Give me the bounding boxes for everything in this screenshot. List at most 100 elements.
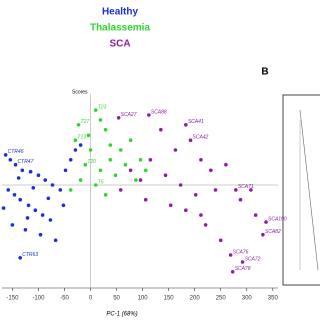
point: [199, 213, 203, 217]
legend-entry: Healthy: [102, 7, 139, 18]
point: [230, 270, 235, 274]
panel-b-line: [299, 109, 319, 271]
point: [78, 143, 83, 147]
x-tick-label: 150: [164, 296, 175, 302]
point: [138, 178, 143, 182]
point: [68, 188, 73, 192]
point: [159, 127, 163, 132]
point-label: SCA72: [245, 256, 261, 262]
point: [178, 183, 183, 187]
point: [58, 188, 63, 192]
point-label: SCA78: [235, 266, 251, 272]
point: [18, 197, 23, 202]
x-tick-label: 200: [190, 296, 201, 302]
point: [43, 178, 48, 182]
point: [224, 162, 228, 167]
point-label: SCA27: [121, 112, 137, 118]
point: [108, 143, 113, 147]
point: [261, 232, 265, 237]
point: [98, 118, 103, 122]
x-tick-label: 300: [242, 296, 253, 302]
point: [86, 133, 91, 138]
point: [53, 238, 58, 243]
x-tick-label: 350: [268, 296, 279, 302]
point-label: T27: [81, 119, 90, 125]
point-label: CTR46: [8, 149, 24, 155]
point-label: SCA41: [188, 119, 204, 125]
point: [93, 183, 98, 187]
point-label: CTR63: [22, 252, 38, 258]
point-label: T5: [98, 179, 104, 185]
x-tick-label: -150: [6, 296, 19, 302]
point: [31, 186, 36, 190]
point-label: SCA42: [193, 135, 209, 141]
point: [13, 162, 18, 167]
point: [209, 168, 213, 173]
x-tick-label: 250: [216, 296, 227, 302]
point: [163, 173, 168, 177]
point: [28, 169, 33, 174]
point: [50, 183, 55, 187]
x-axis-label: PC-1 (68%): [106, 312, 137, 318]
point: [218, 238, 223, 243]
point: [73, 138, 78, 142]
point: [12, 193, 17, 197]
point-label: SCA76: [233, 249, 249, 255]
point-label: SCA88: [151, 109, 167, 115]
point: [184, 208, 188, 212]
point: [188, 138, 193, 142]
x-tick-label: -50: [60, 296, 69, 302]
point: [228, 253, 233, 257]
point: [40, 213, 45, 217]
point: [3, 153, 8, 157]
point: [83, 162, 88, 167]
point: [63, 168, 68, 173]
x-tick-label: -100: [32, 296, 45, 302]
point: [134, 178, 138, 182]
point: [116, 116, 121, 120]
point: [48, 218, 53, 222]
point: [16, 176, 21, 180]
point: [36, 173, 41, 177]
panel-b-frame: [282, 94, 320, 286]
point: [26, 203, 31, 208]
point-label: T23: [98, 104, 107, 110]
point: [6, 188, 11, 192]
point-label: SCA100: [268, 216, 287, 222]
point: [93, 108, 98, 112]
point: [147, 113, 151, 117]
point: [213, 188, 218, 192]
point: [23, 228, 28, 232]
point: [253, 213, 258, 217]
point: [143, 168, 148, 173]
point: [193, 193, 198, 197]
point: [264, 220, 268, 224]
point: [118, 188, 123, 192]
point: [240, 260, 245, 264]
point: [123, 162, 128, 167]
point: [138, 158, 143, 162]
point: [78, 178, 83, 182]
point: [128, 138, 133, 142]
point: [203, 223, 208, 227]
point: [143, 197, 148, 202]
x-tick-label: 50: [113, 296, 120, 302]
point: [128, 168, 133, 173]
point: [1, 206, 6, 210]
point: [88, 148, 93, 152]
point: [168, 203, 173, 208]
point-label: SCA71: [238, 184, 254, 190]
point: [20, 168, 25, 173]
point-label: T13: [77, 135, 86, 141]
point: [234, 188, 238, 192]
point: [33, 208, 38, 212]
point: [25, 216, 30, 220]
legend-entry: SCA: [109, 39, 130, 50]
x-tick-label: 100: [138, 296, 149, 302]
legend-entry: Thalassemia: [90, 23, 150, 34]
point: [8, 158, 13, 162]
point-label: T20: [87, 159, 96, 165]
point: [118, 148, 123, 152]
point: [18, 255, 23, 260]
point: [103, 127, 108, 132]
